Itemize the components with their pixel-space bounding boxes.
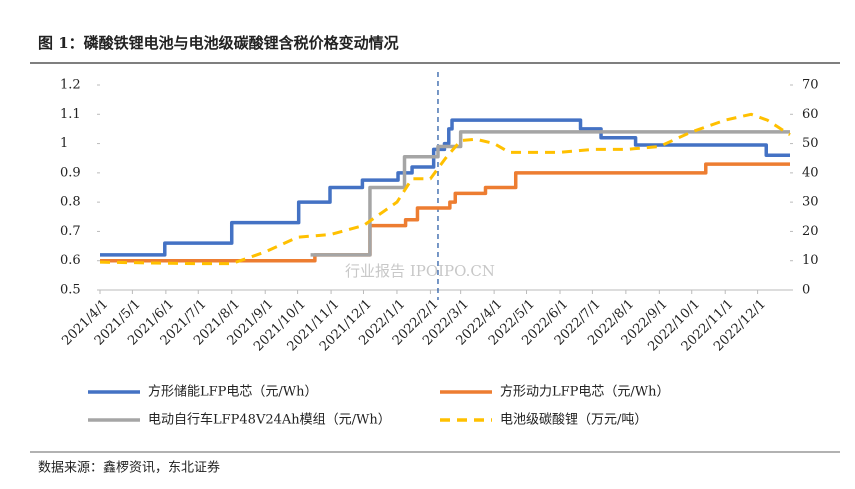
y-tick-label: 0.8	[60, 195, 81, 210]
series-line	[100, 162, 790, 263]
y-tick-label: 0.7	[60, 224, 81, 239]
y2-tick-label: 30	[802, 195, 819, 210]
y-tick-label: 0.6	[60, 253, 81, 268]
legend-label: 电池级碳酸锂（万元/吨）	[500, 413, 647, 428]
watermark: 行业报告 IPOIPO.CN	[345, 262, 495, 280]
legend-label: 方形动力LFP电芯（元/Wh）	[500, 384, 670, 400]
series-line	[310, 130, 790, 257]
chart-title: 图 1：磷酸铁锂电池与电池级碳酸锂含税价格变动情况	[38, 34, 399, 52]
y2-tick-label: 20	[802, 224, 819, 239]
y-tick-label: 0.9	[60, 165, 81, 180]
y-tick-label: 1.1	[60, 107, 81, 122]
y-tick-label: 1	[60, 136, 68, 151]
source: 数据来源：鑫椤资讯，东北证券	[38, 460, 220, 476]
y2-tick-label: 70	[802, 78, 819, 93]
legend-label: 方形储能LFP电芯（元/Wh）	[148, 384, 318, 400]
y2-tick-label: 10	[802, 253, 819, 268]
legend-label: 电动自行车LFP48V24Ah模组（元/Wh）	[148, 412, 391, 428]
y2-tick-label: 40	[802, 165, 819, 180]
series-line	[99, 112, 791, 266]
y-tick-label: 0.5	[60, 283, 81, 298]
series-line	[100, 118, 790, 257]
y2-tick-label: 0	[802, 283, 810, 298]
y2-tick-label: 60	[802, 107, 819, 122]
y2-tick-label: 50	[802, 136, 819, 151]
y-tick-label: 1.2	[60, 78, 81, 93]
